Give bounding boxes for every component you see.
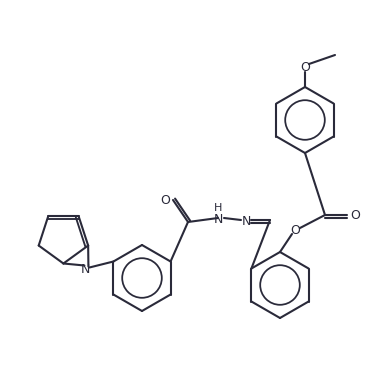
Text: O: O (350, 209, 360, 221)
Text: N: N (241, 214, 251, 228)
Text: O: O (300, 60, 310, 74)
Text: N: N (81, 263, 90, 276)
Text: N: N (213, 213, 223, 226)
Text: O: O (290, 224, 300, 236)
Text: O: O (160, 194, 170, 206)
Text: H: H (214, 203, 222, 213)
